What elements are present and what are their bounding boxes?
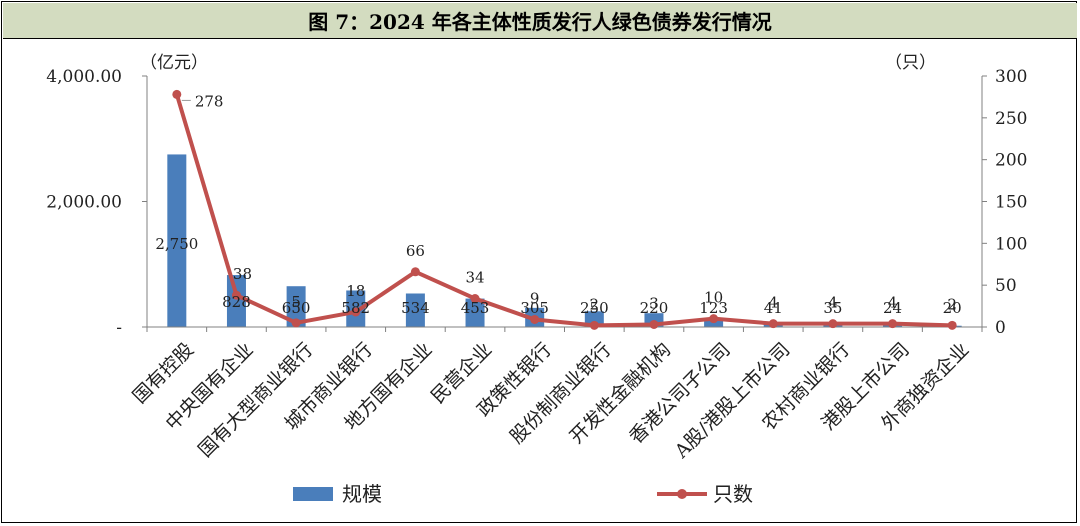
right-tick-label: 200 [995, 151, 1027, 171]
left-tick-label: 2,000.00 [46, 193, 122, 213]
bar-value-label: 220 [640, 299, 669, 317]
bar-value-label: 250 [580, 299, 609, 317]
right-tick-label: 300 [995, 67, 1027, 87]
bar-value-label: 305 [520, 299, 549, 317]
bar-value-label: 582 [341, 299, 370, 317]
bar [226, 275, 246, 327]
chart-title: 图 7：2024 年各主体性质发行人绿色债券发行情况 [308, 10, 772, 34]
right-tick-label: 250 [995, 109, 1027, 129]
right-axis-unit: （只） [885, 53, 936, 73]
count-point [231, 290, 241, 300]
category-label: 香港公司子公司 [625, 339, 735, 449]
bar-value-label: 20 [943, 299, 962, 317]
legend-bar-label: 规模 [342, 482, 382, 506]
right-tick-label: 100 [995, 234, 1027, 254]
bar [465, 298, 485, 327]
bar-value-label: 41 [764, 299, 783, 317]
bar-value-label: 35 [823, 299, 842, 317]
right-tick-label: 0 [995, 318, 1006, 338]
count-value-label: 18 [346, 282, 365, 300]
count-point [470, 294, 480, 304]
count-point [410, 267, 420, 277]
bar [704, 319, 724, 327]
count-point [947, 320, 957, 330]
legend-line-marker [677, 489, 687, 499]
legend-bar-swatch [293, 487, 333, 501]
count-value-label: 4 [828, 294, 838, 312]
count-point [530, 314, 540, 324]
bar-value-label: 828 [222, 293, 251, 311]
count-value-label: 5 [291, 293, 301, 311]
count-value-label: 278 [195, 92, 224, 110]
bar [286, 286, 306, 327]
category-label: 开发性金融机构 [565, 339, 675, 449]
left-tick-label: - [116, 318, 122, 338]
count-point [888, 319, 898, 329]
count-point [351, 307, 361, 317]
left-tick-label: 4,000.00 [46, 67, 122, 87]
bar-value-label: 2,750 [155, 235, 198, 253]
count-line [174, 93, 953, 328]
count-point [291, 318, 301, 328]
bar [405, 293, 425, 327]
bar-value-label: 24 [883, 299, 902, 317]
count-value-label: 4 [888, 294, 898, 312]
count-point [709, 314, 719, 324]
bar-value-label: 534 [401, 299, 430, 317]
count-point [768, 319, 778, 329]
count-value-label: 4 [768, 294, 778, 312]
count-value-label: 66 [406, 242, 425, 260]
category-label: 股份制商业银行 [506, 339, 616, 449]
count-point [172, 89, 182, 99]
bar-value-label: 650 [282, 299, 311, 317]
legend-line-label: 只数 [713, 482, 753, 506]
count-point [589, 320, 599, 330]
count-point [649, 319, 659, 329]
count-value-label: 9 [530, 289, 540, 307]
title-bar: 图 7：2024 年各主体性质发行人绿色债券发行情况 [3, 3, 1077, 39]
bar-value-label: 453 [461, 299, 490, 317]
bar [167, 154, 187, 327]
bar-value-label: 123 [699, 299, 728, 317]
left-axis-unit: （亿元） [140, 53, 208, 73]
count-value-label: 3 [649, 294, 659, 312]
count-value-label: 2 [947, 295, 957, 313]
count-point [828, 319, 838, 329]
right-tick-label: 150 [995, 193, 1027, 213]
count-value-label: 34 [465, 269, 484, 287]
count-value-label: 2 [590, 295, 600, 313]
count-value-label: 10 [704, 289, 723, 307]
right-tick-label: 50 [995, 276, 1017, 296]
count-value-label: 38 [233, 265, 252, 283]
